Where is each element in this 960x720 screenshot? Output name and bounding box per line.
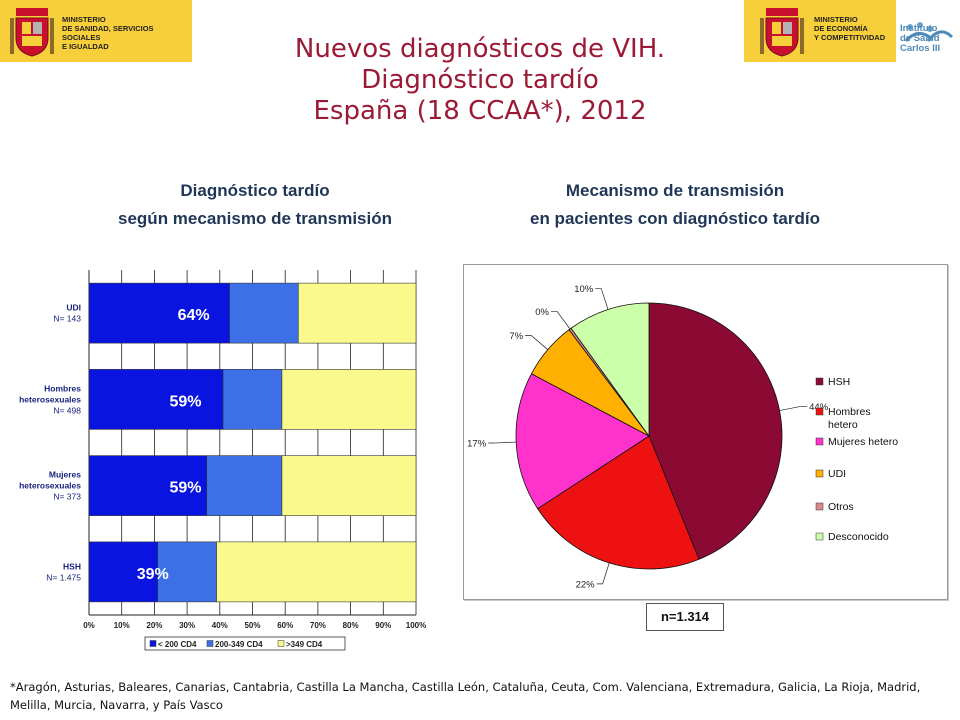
leader-line [596,562,610,585]
legend-label: Otros [828,501,854,513]
legend [144,636,346,651]
legend-swatch [815,407,824,416]
legend-label: Desconocido [828,531,889,543]
x-tick-label: 80% [343,621,359,630]
leader-line [525,335,549,350]
x-tick-label: 40% [212,621,228,630]
bar-segment [88,455,208,516]
slice-label: 0% [535,307,549,318]
legend-label: Hombres [828,406,871,418]
legend-swatch [815,437,824,446]
legend-swatch [815,377,824,386]
category-label: Mujeres [49,470,81,480]
pie-chart-subtitle: Mecanismo de transmisión en pacientes co… [530,181,820,228]
slice-label: 17% [467,439,487,450]
institute-logo-icon [904,22,954,43]
bar-chart-subtitle: Diagnóstico tardío según mecanismo de tr… [118,181,392,228]
pie-slice [570,302,650,438]
bar-segment [206,455,283,516]
ministry-logo-left: MINISTERIO DE SANIDAD, SERVICIOS SOCIALE… [0,0,192,62]
legend-swatch [206,640,214,647]
x-tick-label: 0% [83,621,95,630]
bar-segment [88,282,230,344]
x-tick-label: 30% [179,621,195,630]
page-title: Nuevos diagnósticos de VIH. Diagnóstico … [294,34,666,126]
pie-slice [648,302,783,560]
ministry-name-right: MINISTERIO DE ECONOMÍA Y COMPETITIVIDAD [814,15,886,42]
bar-segment [88,541,158,603]
x-tick-label: 20% [146,621,162,630]
legend-label: 200-349 CD4 [215,640,263,649]
institute-name: Instituto de Salud Carlos III [900,23,941,54]
category-n-label: N= 143 [53,314,81,324]
legend-swatch [815,469,824,478]
x-tick-label: 100% [406,621,426,630]
category-label: heterosexuales [19,394,81,404]
category-label: UDI [66,303,81,313]
bar-segment [88,369,224,430]
leader-line [595,288,609,310]
sample-size-box: n=1.314 [646,603,724,631]
category-label: heterosexuales [19,481,81,491]
pie-slice [515,373,650,510]
legend-label: < 200 CD4 [158,640,197,649]
slice-label: 22% [576,579,596,590]
ministry-logo-right: MINISTERIO DE ECONOMÍA Y COMPETITIVIDAD [744,0,896,62]
data-label: 59% [169,480,201,497]
x-tick-label: 60% [277,621,293,630]
x-tick-label: 50% [244,621,260,630]
legend-swatch [277,640,285,647]
pie-slice [537,435,700,570]
pie-chart-frame: 44% 22% 17% 7% 0% 10% HSH Hombres hetero Mujeres … [463,264,948,600]
x-tick-label: 90% [375,621,391,630]
data-label: 59% [169,393,201,410]
category-label: Hombres [44,383,81,393]
x-tick-label: 70% [310,621,326,630]
legend-swatch [815,502,824,511]
coat-of-arms-icon [10,8,54,57]
data-label: 64% [178,307,210,324]
bar-segment [216,541,417,603]
legend-label: HSH [828,376,850,388]
leader-line [488,441,517,444]
bar-segment [222,369,283,430]
bar-segment [281,455,417,516]
legend-swatch [815,532,824,541]
category-n-label: N= 498 [53,405,81,415]
legend-label: >349 CD4 [286,640,323,649]
legend-label: hetero [828,419,858,431]
legend-swatch [149,640,157,647]
x-tick-label: 10% [114,621,130,630]
category-label: HSH [63,561,81,571]
coat-of-arms-icon [760,8,804,57]
leader-line [550,310,571,330]
bar-segment [297,282,417,344]
leader-line [779,405,808,411]
bar-segment [157,541,217,603]
legend-label: UDI [828,468,846,480]
data-label: 39% [137,566,169,583]
legend-label: Mujeres hetero [828,436,898,448]
category-n-label: N= 1.475 [46,572,81,582]
slice-label: 7% [509,331,523,342]
slice-label: 44% [809,402,829,413]
bar-segment [229,282,299,344]
slice-label: 10% [574,284,594,295]
bar-segment [281,369,417,430]
category-n-label: N= 373 [53,492,81,502]
footnote: *Aragón, Asturias, Baleares, Canarias, C… [10,680,921,712]
ministry-name-left: MINISTERIO DE SANIDAD, SERVICIOS SOCIALE… [62,15,154,51]
